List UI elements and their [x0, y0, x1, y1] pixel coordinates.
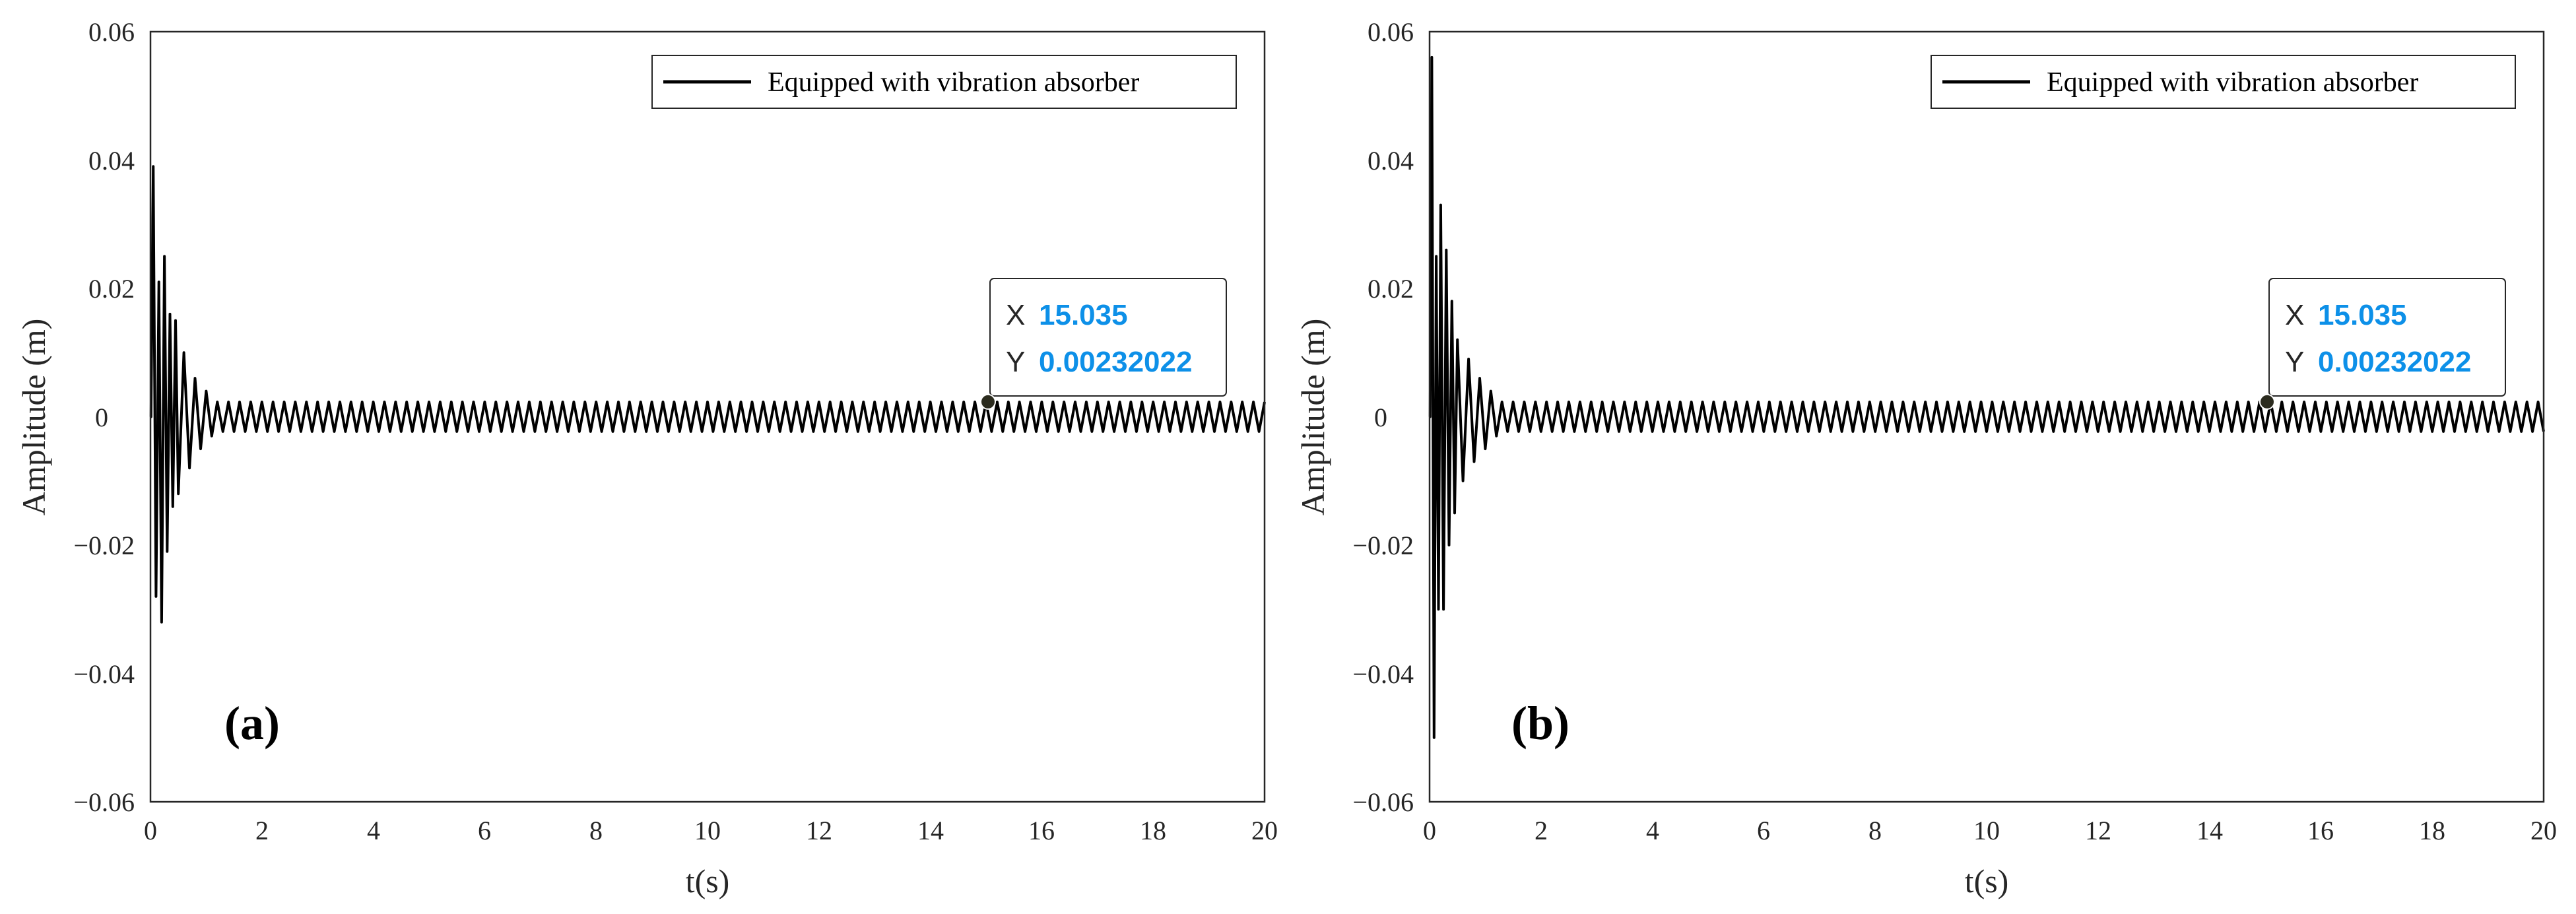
y-tick-label: −0.02	[73, 531, 135, 560]
datatip-x-value: 15.035	[2318, 299, 2407, 331]
datatip-box	[2268, 278, 2506, 397]
datatip-y-value: 0.00232022	[2318, 346, 2471, 378]
x-tick-label: 14	[2196, 816, 2223, 845]
panel-b: 0.06 0.04 0.02 0 −0.02 −0.04 −0.06 0 2 4…	[1294, 17, 2557, 899]
x-tick-label: 18	[1140, 816, 1166, 845]
datatip-x-key: X	[1006, 299, 1025, 331]
y-tick-label: 0	[1374, 403, 1387, 432]
panel-a-signal	[149, 165, 1266, 624]
y-tick-label: −0.02	[1352, 531, 1414, 560]
x-tick-label: 10	[694, 816, 721, 845]
panel-b-x-axis-label: t(s)	[1965, 863, 2009, 899]
panel-a: 0.06 0.04 0.02 0 −0.02 −0.04 −0.06 0 2 4…	[15, 17, 1278, 899]
panel-b-y-axis-label: Amplitude (m)	[1294, 319, 1331, 516]
panel-b-signal	[1428, 55, 2545, 739]
datatip-y-key: Y	[2285, 346, 2304, 378]
panel-b-y-ticks: 0.06 0.04 0.02 0 −0.02 −0.04 −0.06	[1352, 17, 1414, 817]
datatip-y-value: 0.00232022	[1039, 346, 1192, 378]
x-tick-label: 10	[1973, 816, 2000, 845]
x-tick-label: 8	[589, 816, 603, 845]
panel-b-label: (b)	[1511, 697, 1569, 750]
panel-a-label: (a)	[224, 697, 280, 750]
legend-label: Equipped with vibration absorber	[2047, 67, 2418, 98]
x-tick-label: 4	[367, 816, 380, 845]
signal-series-line	[1428, 55, 2545, 739]
panel-b-axes-box	[1428, 30, 2545, 803]
panel-a-y-ticks: 0.06 0.04 0.02 0 −0.02 −0.04 −0.06	[73, 17, 135, 817]
panel-a-x-axis-label: t(s)	[686, 863, 730, 899]
x-tick-label: 16	[2307, 816, 2334, 845]
panel-a-x-ticks: 0 2 4 6 8 10 12 14 16 18 20	[144, 816, 1278, 845]
panel-a-axes-box	[149, 30, 1266, 803]
x-tick-label: 18	[2419, 816, 2445, 845]
y-tick-label: 0.04	[88, 146, 135, 176]
datatip-marker	[980, 393, 996, 410]
y-tick-label: 0	[95, 403, 108, 432]
panel-b-datatip: X 15.035 Y 0.00232022	[2259, 278, 2506, 410]
y-tick-label: 0.02	[1368, 274, 1414, 304]
x-tick-label: 12	[2085, 816, 2111, 845]
y-tick-label: −0.06	[73, 787, 135, 817]
x-tick-label: 6	[1757, 816, 1770, 845]
datatip-y-key: Y	[1006, 346, 1025, 378]
x-tick-label: 6	[478, 816, 491, 845]
x-tick-label: 16	[1028, 816, 1055, 845]
y-tick-label: 0.06	[88, 17, 135, 47]
y-tick-label: −0.04	[73, 659, 135, 689]
datatip-marker	[2259, 393, 2275, 410]
y-tick-label: −0.06	[1352, 787, 1414, 817]
datatip-x-value: 15.035	[1039, 299, 1128, 331]
x-tick-label: 8	[1868, 816, 1882, 845]
x-tick-label: 12	[806, 816, 832, 845]
legend-label: Equipped with vibration absorber	[768, 67, 1139, 98]
y-tick-label: 0.02	[88, 274, 135, 304]
datatip-x-key: X	[2285, 299, 2304, 331]
panel-b-legend: Equipped with vibration absorber	[1931, 55, 2516, 109]
x-tick-label: 20	[1251, 816, 1278, 845]
x-tick-label: 2	[1535, 816, 1548, 845]
y-tick-label: −0.04	[1352, 659, 1414, 689]
datatip-box	[989, 278, 1227, 397]
x-tick-label: 14	[917, 816, 944, 845]
panel-a-datatip: X 15.035 Y 0.00232022	[980, 278, 1227, 410]
y-tick-label: 0.06	[1368, 17, 1414, 47]
signal-series-line	[149, 165, 1266, 624]
y-tick-label: 0.04	[1368, 146, 1414, 176]
legend-box	[651, 55, 1237, 109]
x-tick-label: 0	[144, 816, 157, 845]
panel-b-x-ticks: 0 2 4 6 8 10 12 14 16 18 20	[1423, 816, 2557, 845]
x-tick-label: 0	[1423, 816, 1436, 845]
panel-a-y-axis-label: Amplitude (m)	[15, 319, 52, 516]
x-tick-label: 2	[255, 816, 269, 845]
x-tick-label: 20	[2530, 816, 2557, 845]
x-tick-label: 4	[1646, 816, 1659, 845]
panel-a-legend: Equipped with vibration absorber	[651, 55, 1237, 109]
